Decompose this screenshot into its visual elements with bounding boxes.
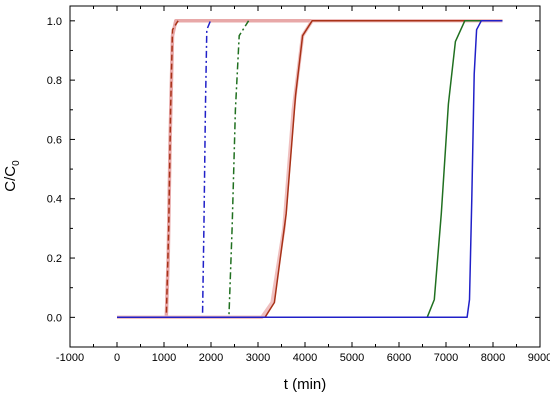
y-tick-label: 0.0 <box>47 312 62 324</box>
y-tick-label: 0.4 <box>47 194 62 206</box>
x-tick-label: 6000 <box>387 352 411 364</box>
x-tick-label: 0 <box>114 352 120 364</box>
y-tick-label: 0.2 <box>47 253 62 265</box>
y-tick-label: 1.0 <box>47 16 62 28</box>
x-tick-label: 8000 <box>481 352 505 364</box>
series-line-3 <box>117 20 212 319</box>
x-axis-title: t (min) <box>284 376 327 393</box>
axis-ticks: -1000 0 1000 2000 3000 4000 5000 6000 7000 8000 90… <box>47 6 550 364</box>
series-line-7 <box>117 20 503 319</box>
y-tick-label: 0.8 <box>47 75 62 87</box>
y-tick-label: 0.6 <box>47 134 62 146</box>
x-tick-label: 9000 <box>528 352 550 364</box>
y-axis-title-subscript: 0 <box>11 160 22 166</box>
x-tick-label: 2000 <box>199 352 223 364</box>
plot-marks <box>117 19 503 320</box>
x-tick-label: 5000 <box>340 352 364 364</box>
series-line-4 <box>117 20 250 319</box>
x-tick-label: 7000 <box>434 352 458 364</box>
y-axis-title-main: C/C <box>2 166 19 192</box>
x-tick-label: -1000 <box>56 352 84 364</box>
x-tick-label: 1000 <box>152 352 176 364</box>
x-tick-label: 4000 <box>293 352 317 364</box>
series-line-6 <box>117 20 503 319</box>
y-axis-title: C/C0 <box>2 160 22 192</box>
series-line-8 <box>117 20 503 319</box>
x-tick-label: 3000 <box>246 352 270 364</box>
